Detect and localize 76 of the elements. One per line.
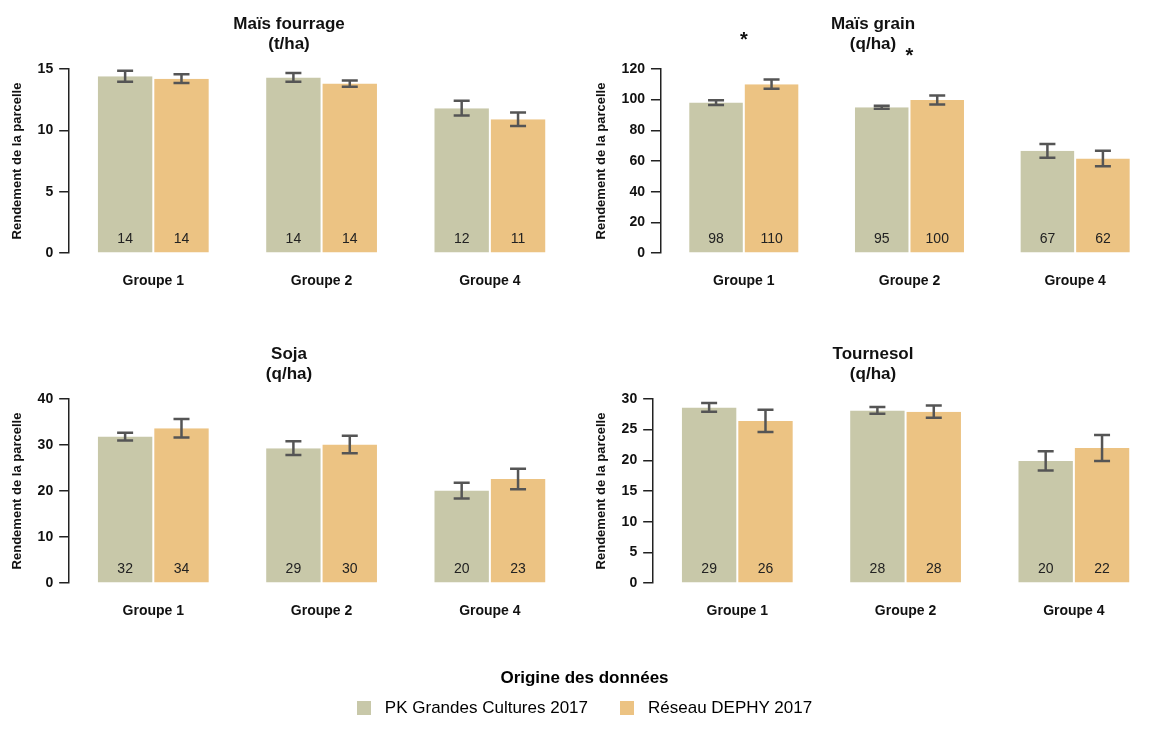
data-label: 110 [760, 230, 783, 247]
y-tick-label: 80 [629, 121, 646, 138]
y-tick-label: 30 [37, 435, 54, 452]
x-tick-label: Groupe 1 [122, 272, 185, 289]
chart-subtitle: (q/ha) [849, 364, 897, 384]
data-label: 62 [1095, 230, 1111, 247]
annotation: * [739, 27, 748, 50]
chart-title: Maïs fourrage [233, 13, 345, 33]
chart-title: Maïs grain [830, 13, 916, 33]
y-tick-label: 120 [621, 59, 646, 76]
data-label: 67 [1039, 230, 1056, 247]
y-tick-label: 60 [629, 151, 646, 168]
data-label: 30 [341, 560, 358, 577]
y-tick-label: 10 [621, 512, 638, 529]
data-label: 14 [173, 230, 190, 247]
data-label: 20 [453, 560, 470, 577]
legend-title: Origine des données [499, 668, 670, 688]
data-label: 28 [925, 560, 942, 577]
y-tick-label: 5 [45, 182, 54, 199]
data-label: 26 [757, 560, 774, 577]
data-label: 29 [701, 560, 718, 577]
x-tick-label: Groupe 2 [290, 602, 353, 619]
data-label: 14 [285, 230, 302, 247]
data-label: 20 [1037, 560, 1054, 577]
data-label: 28 [869, 560, 886, 577]
y-tick-label: 0 [637, 244, 646, 261]
data-label: 11 [510, 230, 526, 247]
chart-subtitle: (t/ha) [268, 34, 310, 54]
data-label: 29 [285, 560, 302, 577]
y-tick-label: 25 [621, 420, 638, 437]
y-axis-title: Rendement de la parcelle [9, 82, 25, 240]
x-tick-label: Groupe 2 [290, 272, 353, 289]
y-tick-label: 20 [621, 451, 638, 468]
chart-subtitle: (q/ha) [849, 34, 897, 54]
chart-title: Soja [271, 343, 308, 363]
y-tick-label: 40 [37, 389, 54, 406]
data-label: 95 [873, 230, 890, 247]
y-tick-label: 15 [37, 59, 54, 76]
y-tick-label: 20 [37, 481, 54, 498]
data-label: 98 [708, 230, 725, 247]
x-tick-label: Groupe 4 [1044, 272, 1107, 289]
x-tick-label: Groupe 4 [459, 602, 521, 619]
y-axis-title: Rendement de la parcelle [593, 82, 609, 240]
y-tick-label: 0 [45, 244, 54, 261]
data-label: 22 [1094, 560, 1111, 577]
y-tick-label: 5 [629, 543, 638, 560]
x-tick-label: Groupe 1 [122, 602, 185, 619]
x-tick-label: Groupe 2 [878, 272, 941, 289]
y-tick-label: 15 [621, 481, 638, 498]
y-tick-label: 20 [629, 213, 646, 230]
data-label: 23 [510, 560, 527, 577]
data-label: 100 [925, 230, 950, 247]
chart-title: Tournesol [832, 343, 914, 363]
y-tick-label: 30 [621, 389, 638, 406]
y-tick-label: 100 [621, 90, 646, 107]
data-label: 14 [341, 230, 358, 247]
x-tick-label: Groupe 4 [1043, 602, 1105, 619]
y-tick-label: 40 [629, 182, 646, 199]
data-label: 34 [173, 560, 190, 577]
x-tick-label: Groupe 4 [459, 272, 521, 289]
legend-label: Réseau DEPHY 2017 [648, 698, 813, 718]
data-label: 12 [453, 230, 470, 247]
y-tick-label: 0 [629, 574, 638, 591]
x-tick-label: Groupe 2 [874, 602, 937, 619]
y-tick-label: 10 [37, 527, 54, 544]
y-tick-label: 0 [45, 574, 54, 591]
data-label: 14 [117, 230, 134, 247]
x-tick-label: Groupe 1 [706, 602, 769, 619]
y-axis-title: Rendement de la parcelle [9, 412, 25, 570]
legend-label: PK Grandes Cultures 2017 [384, 698, 589, 718]
data-label: 32 [117, 560, 134, 577]
y-tick-label: 10 [37, 121, 54, 138]
x-tick-label: Groupe 1 [713, 272, 775, 289]
annotation: * [905, 43, 914, 66]
chart-subtitle: (q/ha) [265, 364, 313, 384]
y-axis-title: Rendement de la parcelle [593, 412, 609, 570]
